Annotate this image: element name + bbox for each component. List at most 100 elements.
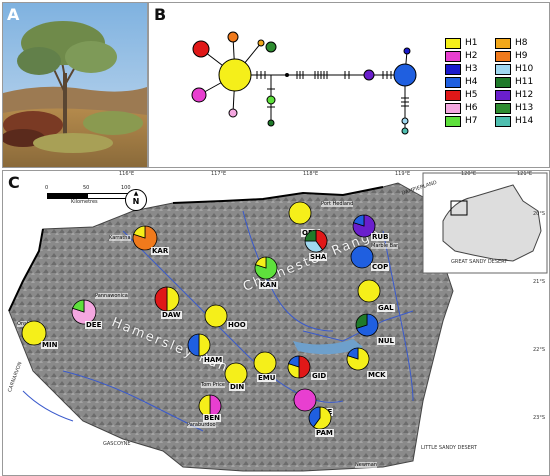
site-pie (304, 229, 328, 253)
panel-label-b: B (154, 5, 167, 24)
site-label: EMU (257, 374, 277, 382)
legend-label: H14 (515, 116, 534, 126)
legend-swatch (495, 102, 511, 114)
legend-item: H1 (445, 37, 478, 49)
town-label: Marble Bar (371, 243, 399, 249)
scale-tick: 0 (45, 185, 49, 191)
legend-label: H5 (465, 90, 478, 100)
longitude-label: 121°E (517, 171, 533, 177)
site-pie (21, 320, 47, 346)
legend-label: H13 (515, 103, 534, 113)
legend-item: H14 (495, 115, 533, 127)
legend-swatch (495, 37, 511, 49)
site-pie (253, 351, 277, 375)
legend-label: H3 (465, 64, 478, 74)
legend-swatch (445, 115, 461, 127)
pie-slice (253, 351, 277, 375)
longitude-labels: 116°E 117°E 118°E 119°E 120°E 121°E (3, 171, 549, 181)
pie-slice (133, 225, 146, 239)
legend-label: H8 (515, 38, 528, 48)
legend-item: H9 (495, 50, 528, 62)
town-label: Port Hedland (321, 201, 354, 207)
latitude-label: 23°S (533, 415, 546, 421)
scale-tick: 100 (121, 185, 131, 191)
north-label: N (132, 197, 140, 206)
site-label: MIN (41, 341, 59, 349)
legend-label: H12 (515, 90, 534, 100)
site-label: SHA (309, 253, 328, 261)
pie-slice (304, 229, 317, 242)
legend-item: H12 (495, 89, 533, 101)
site-label: GAL (377, 304, 395, 312)
inset-map (422, 172, 548, 274)
pie-slice (350, 245, 374, 269)
legend-label: H7 (465, 116, 478, 126)
site-label: KAR (151, 247, 170, 255)
legend-swatch (445, 63, 461, 75)
site-label: HAM (203, 356, 224, 364)
legend-swatch (445, 89, 461, 101)
legend-swatch (445, 37, 461, 49)
pie-slice (255, 256, 267, 269)
pie-slice (298, 355, 311, 379)
site-label: DEE (85, 321, 103, 329)
legend-label: H2 (465, 51, 478, 61)
legend-label: H1 (465, 38, 478, 48)
site-label: MCK (367, 371, 387, 379)
legend-item: H3 (445, 63, 478, 75)
pie-slice (357, 279, 381, 303)
pie-slice (224, 362, 248, 386)
latitude-label: 21°S (533, 279, 546, 285)
legend-label: H4 (465, 77, 478, 87)
legend-label: H6 (465, 103, 478, 113)
scale-tick: 50 (83, 185, 90, 191)
town-label: Pannawonica (95, 293, 128, 299)
site-pie (288, 201, 312, 225)
latitude-labels: 20°S 21°S 22°S 23°S (3, 171, 549, 475)
region-label: GASCOYNE (103, 441, 131, 447)
pie-slice (166, 286, 180, 312)
site-pie (352, 214, 376, 238)
pie-slice (312, 406, 332, 430)
legend-item: H13 (495, 102, 533, 114)
scale-label: Kilometres (71, 199, 98, 205)
pie-slice (288, 355, 300, 368)
pie-slice (315, 229, 328, 251)
town-label: Karratha (109, 235, 131, 241)
legend-swatch (495, 76, 511, 88)
site-label: PAM (315, 429, 334, 437)
pie-slice (187, 333, 200, 357)
legend-item: H7 (445, 115, 478, 127)
scale-bar: 0 50 100 Kilometres (45, 185, 131, 211)
latitude-label: 20°S (533, 211, 546, 217)
legend-item: H10 (495, 63, 533, 75)
site-pie (154, 286, 180, 312)
site-pie (308, 406, 332, 430)
site-pie (355, 313, 379, 337)
legend-swatch (495, 63, 511, 75)
pie-slice (353, 214, 365, 227)
tree-photo (3, 3, 147, 167)
pie-slice (293, 388, 317, 412)
site-pie (254, 256, 278, 280)
site-label: NUL (377, 337, 396, 345)
legend-swatch (495, 115, 511, 127)
site-pie (350, 245, 374, 269)
legend-item: H5 (445, 89, 478, 101)
site-label: HOO (227, 321, 247, 329)
legend-swatch (445, 102, 461, 114)
pie-slice (198, 333, 211, 357)
site-pie (293, 388, 317, 412)
town-label: Tom Price (201, 382, 225, 388)
legend-item: H6 (445, 102, 478, 114)
region-label: GREAT SANDY DESERT (451, 259, 508, 265)
site-label: DIN (229, 383, 246, 391)
site-label: COP (371, 263, 390, 271)
site-label: DAW (161, 311, 182, 319)
haplotype-network-panel: B (148, 2, 550, 168)
north-arrow-icon: ▲ (133, 190, 139, 197)
site-pie (132, 225, 158, 251)
site-pie (346, 347, 370, 371)
pie-slice (21, 320, 47, 346)
region-label: LITTLE SANDY DESERT (421, 445, 477, 451)
